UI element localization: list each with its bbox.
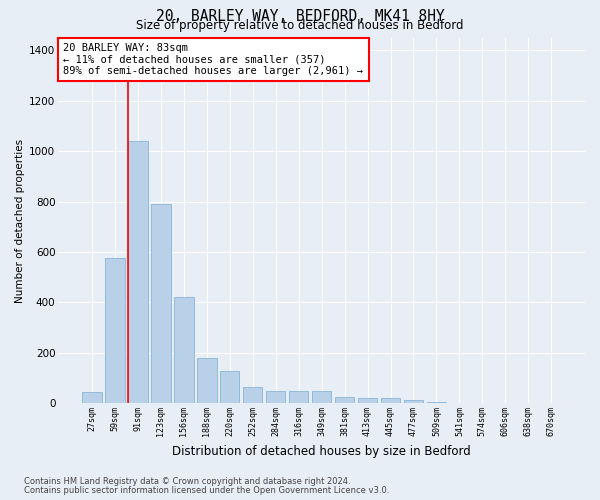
Bar [197,358,217,404]
Bar [312,391,331,404]
Bar [105,258,125,404]
Bar [220,370,239,404]
Bar [289,391,308,404]
X-axis label: Distribution of detached houses by size in Bedford: Distribution of detached houses by size … [172,444,471,458]
Text: Contains public sector information licensed under the Open Government Licence v3: Contains public sector information licen… [24,486,389,495]
Bar [427,402,446,404]
Text: Size of property relative to detached houses in Bedford: Size of property relative to detached ho… [136,19,464,32]
Bar [266,391,286,404]
Bar [381,398,400,404]
Bar [358,398,377,404]
Bar [82,392,101,404]
Text: Contains HM Land Registry data © Crown copyright and database right 2024.: Contains HM Land Registry data © Crown c… [24,477,350,486]
Text: 20, BARLEY WAY, BEDFORD, MK41 8HY: 20, BARLEY WAY, BEDFORD, MK41 8HY [155,9,445,24]
Bar [335,397,355,404]
Bar [449,403,469,404]
Y-axis label: Number of detached properties: Number of detached properties [15,138,25,302]
Bar [243,387,262,404]
Bar [404,400,423,404]
Bar [174,298,194,404]
Bar [128,141,148,404]
Text: 20 BARLEY WAY: 83sqm
← 11% of detached houses are smaller (357)
89% of semi-deta: 20 BARLEY WAY: 83sqm ← 11% of detached h… [64,43,364,76]
Bar [151,204,170,404]
